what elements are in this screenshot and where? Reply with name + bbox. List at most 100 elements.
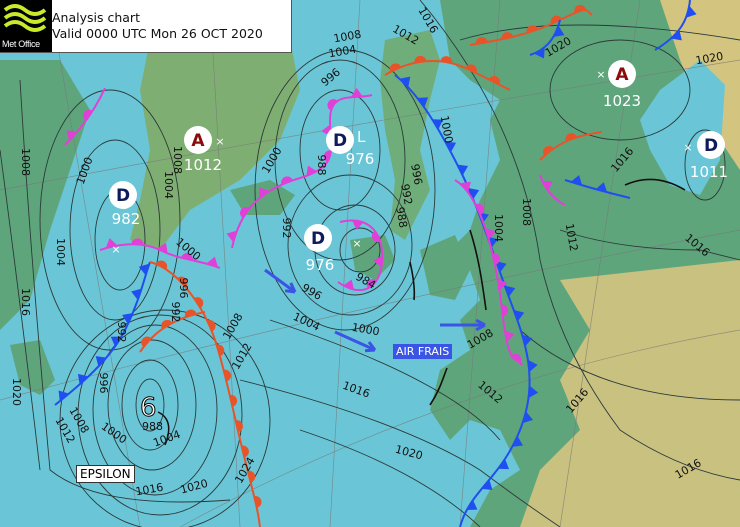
front-semicircle: [371, 230, 381, 242]
cold-front: [529, 19, 561, 56]
front-semicircle: [83, 109, 93, 121]
arrow-head-icon: [364, 341, 377, 353]
centre-x-icon: ×: [596, 68, 605, 81]
front-semicircle: [194, 297, 204, 309]
front-semicircle: [181, 253, 193, 261]
isobar-label: 992: [169, 302, 182, 323]
front-triangle: [541, 180, 553, 192]
front-triangle: [513, 310, 525, 322]
isobar-label: 1008: [171, 146, 184, 174]
front-triangle: [95, 356, 107, 367]
wave-logo-icon: [3, 4, 47, 32]
centre-pressure: 1011: [690, 163, 728, 181]
warm-front: [139, 311, 206, 353]
front-triangle: [138, 263, 150, 276]
isobar-label: 1008: [332, 28, 362, 46]
isobar-label: 1020: [694, 50, 724, 68]
front-semicircle: [440, 56, 453, 64]
isobar-label: 1016: [19, 288, 32, 316]
front-triangle: [110, 336, 122, 347]
front-triangle: [351, 220, 364, 230]
front-triangle: [570, 174, 583, 186]
island-british: [420, 235, 470, 300]
front-triangle: [156, 242, 168, 254]
trough-front: [429, 367, 448, 406]
isobar-label: 1008: [520, 198, 533, 226]
front-semicircle: [131, 238, 144, 245]
front-semicircle: [475, 37, 488, 45]
centre-pressure: 1012: [184, 156, 222, 174]
centre-pressure: 976: [306, 256, 335, 274]
isobar-label: 996: [408, 163, 424, 186]
landmass-greenland: [130, 40, 300, 250]
low-pressure-centre: D 1011 ×: [683, 131, 728, 181]
front-triangle: [131, 288, 142, 301]
front-semicircle: [501, 304, 509, 317]
front-semicircle: [229, 394, 238, 407]
high-pressure-centre: A 1012 ×: [184, 126, 225, 174]
centre-pressure: 976: [346, 150, 375, 168]
landmass-west: [0, 60, 90, 330]
front-semicircle: [501, 32, 514, 40]
isobar-label: 1004: [492, 214, 505, 242]
valid-time: Valid 0000 UTC Mon 26 OCT 2020: [52, 26, 263, 41]
front-semicircle: [542, 146, 554, 156]
front-triangle: [460, 181, 471, 193]
cold-front: [654, 0, 691, 51]
centre-x-icon: ×: [352, 237, 361, 250]
front-semicircle: [247, 470, 256, 483]
front-semicircle: [565, 133, 578, 142]
front-semicircle: [475, 203, 484, 216]
centre-letter: D: [704, 136, 718, 156]
front-triangle: [528, 385, 539, 398]
island-left: [10, 340, 55, 395]
front-semicircle: [327, 99, 337, 111]
front-triangle: [522, 411, 534, 424]
isobar-label: 1020: [394, 443, 424, 463]
isobar-label: 1016: [134, 481, 164, 499]
svg-text:6: 6: [140, 393, 157, 423]
warm-front: [384, 59, 511, 91]
isobar-label: 1012: [563, 222, 581, 252]
front-semicircle: [223, 369, 231, 382]
front-triangle: [487, 236, 498, 248]
isobar-label: 1008: [19, 148, 32, 176]
front-triangle: [498, 458, 509, 470]
high-marker-icon: [608, 60, 636, 88]
isobar-labels: 1016 1008 1004 1012 1020 1020 1016 996 988 1000 10…: [10, 5, 724, 499]
front-semicircle: [240, 206, 250, 218]
centre-letter: D: [116, 186, 130, 206]
isobar-label: 1004: [291, 310, 322, 334]
front-triangle: [686, 6, 697, 18]
centre-letter: A: [615, 65, 629, 85]
air-frais-label: AIR FRAIS: [393, 344, 453, 359]
isobar-label: 1020: [10, 378, 23, 406]
front-semicircle: [235, 420, 243, 433]
front-triangle: [496, 261, 507, 273]
front-semicircle: [574, 4, 586, 13]
front-triangle: [497, 278, 508, 291]
front-semicircle: [155, 260, 168, 270]
isobar-label: 1016: [341, 379, 372, 401]
centre-x-icon: ×: [111, 243, 120, 256]
storm-pressure: 988: [142, 420, 163, 433]
centre-letter: A: [191, 131, 205, 151]
front-triangle: [259, 187, 270, 198]
centre-x-icon: ×: [683, 141, 692, 154]
isobar-label: 1016: [415, 5, 440, 36]
isobar-label: 1000: [438, 114, 456, 144]
warm-front: [539, 131, 603, 161]
front-semicircle: [510, 353, 522, 363]
front-triangle: [457, 164, 469, 176]
centre-pressure: 982: [112, 210, 141, 228]
isobar-label: 1000: [351, 321, 381, 339]
isobar-label: 988: [393, 206, 409, 229]
isobar-label: 1020: [179, 477, 209, 497]
front-semicircle: [414, 55, 427, 63]
low-marker-icon: [697, 131, 725, 159]
chart-title: Analysis chart: [52, 10, 140, 25]
epsilon-label: EPSILON: [76, 465, 135, 483]
